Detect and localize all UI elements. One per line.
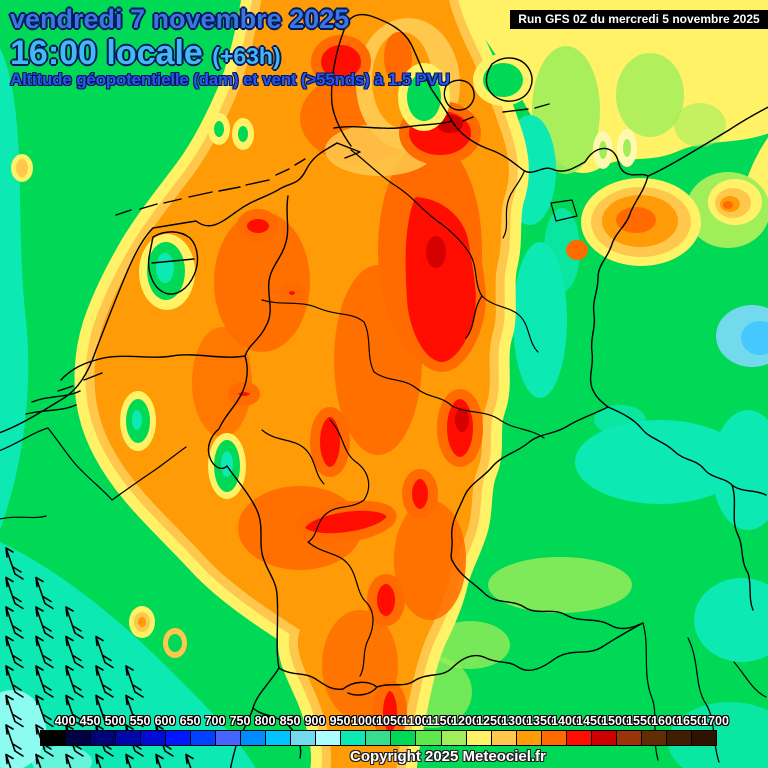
country-borders-layer (0, 13, 768, 768)
